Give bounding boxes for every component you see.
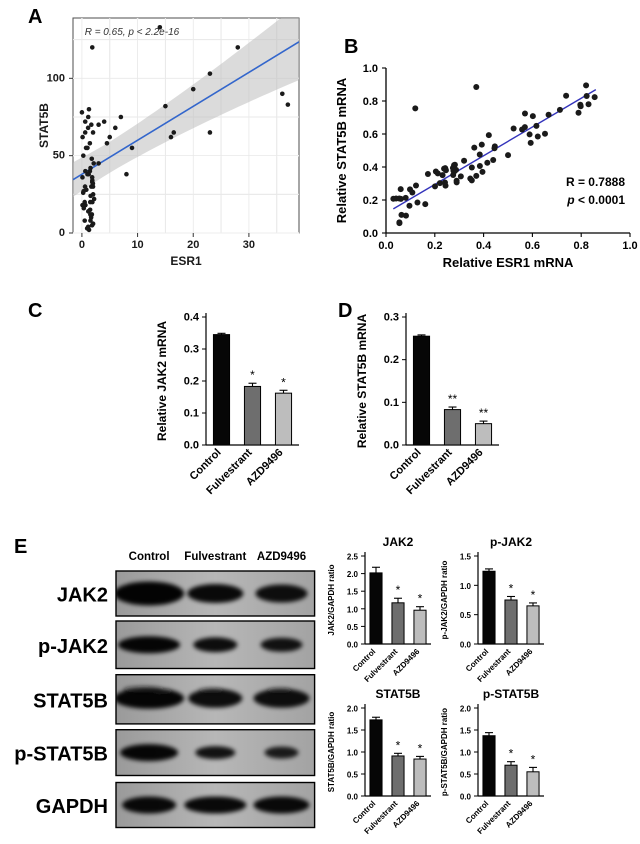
svg-text:0.5: 0.5 bbox=[347, 623, 359, 632]
svg-text:1.0: 1.0 bbox=[460, 582, 472, 591]
svg-text:1.0: 1.0 bbox=[622, 240, 637, 252]
svg-text:0.0: 0.0 bbox=[184, 440, 199, 452]
svg-text:1.5: 1.5 bbox=[347, 727, 359, 736]
svg-text:p-STAT5B/GAPDH ratio: p-STAT5B/GAPDH ratio bbox=[440, 708, 449, 796]
svg-text:JAK2: JAK2 bbox=[383, 536, 414, 549]
svg-text:1.5: 1.5 bbox=[460, 553, 472, 562]
svg-text:1.0: 1.0 bbox=[347, 749, 359, 758]
svg-text:0.3: 0.3 bbox=[384, 312, 399, 324]
svg-text:STAT5B/GAPDH ratio: STAT5B/GAPDH ratio bbox=[327, 712, 336, 793]
svg-text:10: 10 bbox=[131, 239, 143, 251]
svg-text:100: 100 bbox=[47, 72, 65, 84]
svg-text:1.5: 1.5 bbox=[347, 588, 359, 597]
svg-text:0.5: 0.5 bbox=[460, 771, 472, 780]
svg-text:*: * bbox=[531, 752, 536, 766]
svg-text:Relative JAK2 mRNA: Relative JAK2 mRNA bbox=[155, 321, 169, 441]
svg-text:Fulvestrant: Fulvestrant bbox=[184, 551, 246, 563]
svg-text:Relative STAT5B mRNA: Relative STAT5B mRNA bbox=[355, 314, 369, 449]
svg-text:0.1: 0.1 bbox=[184, 408, 199, 420]
svg-text:STAT5B: STAT5B bbox=[37, 103, 51, 148]
svg-text:0.0: 0.0 bbox=[378, 240, 393, 252]
svg-text:R = 0.65, p < 2.2e-16: R = 0.65, p < 2.2e-16 bbox=[85, 27, 180, 38]
svg-text:0.6: 0.6 bbox=[525, 240, 540, 252]
svg-text:2.0: 2.0 bbox=[347, 705, 359, 714]
svg-text:*: * bbox=[418, 592, 423, 606]
svg-text:0: 0 bbox=[79, 239, 85, 251]
svg-text:2.0: 2.0 bbox=[460, 705, 472, 714]
svg-text:0: 0 bbox=[59, 227, 65, 239]
svg-text:p < 0.0001: p < 0.0001 bbox=[566, 193, 625, 207]
svg-text:1.0: 1.0 bbox=[460, 749, 472, 758]
svg-text:50: 50 bbox=[53, 150, 65, 162]
svg-text:0.4: 0.4 bbox=[363, 162, 379, 174]
svg-text:0.4: 0.4 bbox=[476, 240, 492, 252]
svg-text:**: ** bbox=[448, 392, 458, 406]
svg-text:*: * bbox=[396, 583, 401, 597]
svg-text:JAK2: JAK2 bbox=[57, 585, 108, 607]
svg-text:*: * bbox=[250, 368, 255, 382]
svg-text:1.5: 1.5 bbox=[460, 727, 472, 736]
svg-text:0.2: 0.2 bbox=[384, 354, 399, 366]
svg-text:30: 30 bbox=[243, 239, 255, 251]
svg-text:Control: Control bbox=[129, 551, 170, 563]
svg-text:0.0: 0.0 bbox=[460, 641, 472, 650]
svg-text:0.0: 0.0 bbox=[384, 440, 399, 452]
svg-text:p-STAT5B: p-STAT5B bbox=[483, 688, 540, 701]
svg-text:p-JAK2: p-JAK2 bbox=[490, 536, 532, 549]
svg-text:AZD9496: AZD9496 bbox=[257, 551, 306, 563]
svg-text:*: * bbox=[396, 738, 401, 752]
svg-text:0.2: 0.2 bbox=[184, 376, 199, 388]
svg-text:0.6: 0.6 bbox=[363, 129, 378, 141]
svg-text:ESR1: ESR1 bbox=[170, 254, 202, 268]
svg-text:20: 20 bbox=[187, 239, 199, 251]
svg-text:**: ** bbox=[479, 406, 489, 420]
svg-text:2.5: 2.5 bbox=[347, 553, 359, 562]
svg-text:*: * bbox=[418, 741, 423, 755]
svg-text:Relative STAT5B mRNA: Relative STAT5B mRNA bbox=[334, 77, 349, 223]
svg-text:*: * bbox=[509, 581, 514, 595]
svg-text:0.0: 0.0 bbox=[347, 793, 359, 802]
svg-text:0.5: 0.5 bbox=[460, 611, 472, 620]
svg-text:0.8: 0.8 bbox=[574, 240, 589, 252]
svg-text:1.0: 1.0 bbox=[363, 63, 378, 75]
svg-text:JAK2/GAPDH ratio: JAK2/GAPDH ratio bbox=[327, 564, 336, 635]
svg-text:1.0: 1.0 bbox=[347, 605, 359, 614]
svg-text:2.0: 2.0 bbox=[347, 570, 359, 579]
svg-text:GAPDH: GAPDH bbox=[36, 796, 108, 818]
svg-text:*: * bbox=[281, 375, 286, 389]
svg-text:0.1: 0.1 bbox=[384, 397, 399, 409]
svg-text:*: * bbox=[509, 747, 514, 761]
svg-text:STAT5B: STAT5B bbox=[376, 688, 421, 701]
svg-text:STAT5B: STAT5B bbox=[33, 690, 108, 712]
svg-text:0.2: 0.2 bbox=[427, 240, 442, 252]
svg-text:0.0: 0.0 bbox=[460, 793, 472, 802]
svg-text:0.5: 0.5 bbox=[347, 771, 359, 780]
svg-text:0.8: 0.8 bbox=[363, 96, 378, 108]
svg-text:p-STAT5B: p-STAT5B bbox=[14, 744, 108, 766]
svg-text:p-JAK2: p-JAK2 bbox=[38, 636, 108, 658]
svg-text:0.0: 0.0 bbox=[347, 641, 359, 650]
svg-text:0.0: 0.0 bbox=[363, 228, 378, 240]
svg-text:0.3: 0.3 bbox=[184, 344, 199, 356]
svg-text:*: * bbox=[531, 588, 536, 602]
svg-text:0.4: 0.4 bbox=[184, 312, 200, 324]
svg-text:p-JAK2/GAPDH ratio: p-JAK2/GAPDH ratio bbox=[440, 561, 449, 640]
svg-text:Relative ESR1 mRNA: Relative ESR1 mRNA bbox=[443, 255, 574, 270]
svg-text:R = 0.7888: R = 0.7888 bbox=[566, 175, 625, 189]
svg-text:0.2: 0.2 bbox=[363, 195, 378, 207]
